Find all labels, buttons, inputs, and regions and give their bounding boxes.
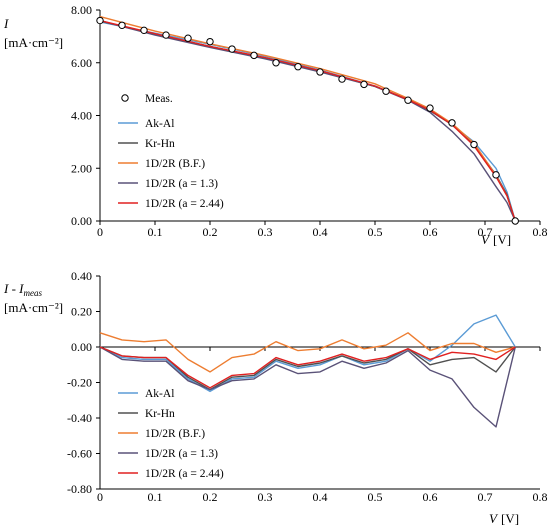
measurement-point xyxy=(426,104,434,112)
y-tick-label: 0.20 xyxy=(71,305,92,319)
top-x-label: V xyxy=(481,232,491,247)
top-y-label-unit: [mA·cm⁻²] xyxy=(4,35,63,50)
x-tick-label: 0.1 xyxy=(148,490,163,504)
measurement-point xyxy=(228,45,236,53)
legend-label: 1D/2R (a = 2.44) xyxy=(145,198,224,210)
legend-label: 1D/2R (a = 1.3) xyxy=(145,448,218,460)
measurement-point xyxy=(360,80,368,89)
deviation-chart: 0 0.1 0.2 0.3 0.4 0.5 0.6 0.7 0.8 -0.80 -0.60 -0.4… xyxy=(3,269,548,526)
x-tick-label: 0.4 xyxy=(313,490,328,504)
legend-label: Kr-Hn xyxy=(145,408,175,420)
series-line-1d-2r-a-1-3- xyxy=(99,346,516,428)
measurement-point xyxy=(118,21,126,29)
x-tick-label: 0.8 xyxy=(533,225,548,239)
bottom-y-label-unit: [mA·cm⁻²] xyxy=(4,300,63,315)
y-tick-label: 4.00 xyxy=(71,109,92,123)
legend-meas-marker xyxy=(121,94,129,102)
bottom-legend: Ak-Al Kr-Hn 1D/2R (B.F.) 1D/2R (a = 1.3) 1D/… xyxy=(118,388,224,480)
legend-label: Ak-Al xyxy=(145,118,174,130)
x-tick-label: 0.5 xyxy=(368,225,383,239)
x-tick-label: 0.7 xyxy=(478,490,493,504)
x-tick-label: 0 xyxy=(97,225,103,239)
measurement-point xyxy=(206,37,214,46)
legend-label: 1D/2R (a = 2.44) xyxy=(145,468,224,480)
x-tick-label: 0.2 xyxy=(203,490,218,504)
measurement-point xyxy=(382,87,390,95)
measurement-point xyxy=(492,171,500,179)
x-tick-label: 0.3 xyxy=(258,490,273,504)
measurement-point xyxy=(162,31,170,39)
measurement-point xyxy=(272,59,280,67)
bottom-x-label: V xyxy=(489,511,499,526)
measurement-point xyxy=(316,68,324,76)
y-tick-label: 0.00 xyxy=(71,214,92,228)
y-tick-label: 0.00 xyxy=(71,340,92,354)
x-tick-label: 0.6 xyxy=(423,225,438,239)
y-tick-label: -0.20 xyxy=(67,376,92,390)
top-x-label-unit: [V] xyxy=(493,232,511,247)
x-tick-label: 0.7 xyxy=(478,225,493,239)
series-line-kr-hn xyxy=(99,346,516,391)
x-tick-label: 0.2 xyxy=(203,225,218,239)
measurement-point xyxy=(338,75,346,83)
bottom-y-label: I - Imeas xyxy=(3,281,42,298)
measurement-point xyxy=(294,63,302,71)
x-tick-label: 0.8 xyxy=(533,490,548,504)
measurement-point xyxy=(140,26,148,35)
x-tick-label: 0.3 xyxy=(258,225,273,239)
x-tick-label: 0 xyxy=(97,490,103,504)
legend-label: Ak-Al xyxy=(145,388,174,400)
series-line-1d-2r-b-f- xyxy=(99,332,516,373)
measurement-point xyxy=(404,96,412,104)
x-tick-label: 0.4 xyxy=(313,225,328,239)
y-tick-label: -0.80 xyxy=(67,482,92,496)
bottom-x-label-unit: [V] xyxy=(501,511,519,526)
x-tick-label: 0.6 xyxy=(423,490,438,504)
y-tick-label: 0.40 xyxy=(71,269,92,283)
legend-label: Kr-Hn xyxy=(145,138,175,150)
series-line-ak-al xyxy=(99,314,516,393)
series-line-1d-2r-a-2-44- xyxy=(99,346,516,389)
legend-label: 1D/2R (B.F.) xyxy=(145,428,205,440)
legend-label: Meas. xyxy=(145,93,173,105)
measurement-point xyxy=(96,16,104,25)
y-tick-label: 2.00 xyxy=(71,161,92,175)
y-tick-label: 6.00 xyxy=(71,56,92,70)
measurement-point xyxy=(184,34,192,42)
y-tick-label: -0.40 xyxy=(67,411,92,425)
legend-label: 1D/2R (a = 1.3) xyxy=(145,178,218,190)
measurement-point xyxy=(448,119,456,127)
legend-label: 1D/2R (B.F.) xyxy=(145,158,205,170)
iv-curve-chart: 0 0.1 0.2 0.3 0.4 0.5 0.6 0.7 0.8 0.00 2.00 4.00 6.… xyxy=(3,3,548,247)
top-legend: Meas. Ak-Al Kr-Hn 1D/2R (B.F.) 1D/2R (a = 1… xyxy=(118,93,224,210)
measurement-point xyxy=(511,217,519,225)
x-tick-label: 0.1 xyxy=(148,225,163,239)
y-tick-label: -0.60 xyxy=(67,447,92,461)
x-tick-label: 0.5 xyxy=(368,490,383,504)
top-y-label: I xyxy=(3,16,9,31)
measurement-point xyxy=(250,51,258,60)
y-tick-label: 8.00 xyxy=(71,3,92,17)
measurement-point xyxy=(470,140,478,149)
